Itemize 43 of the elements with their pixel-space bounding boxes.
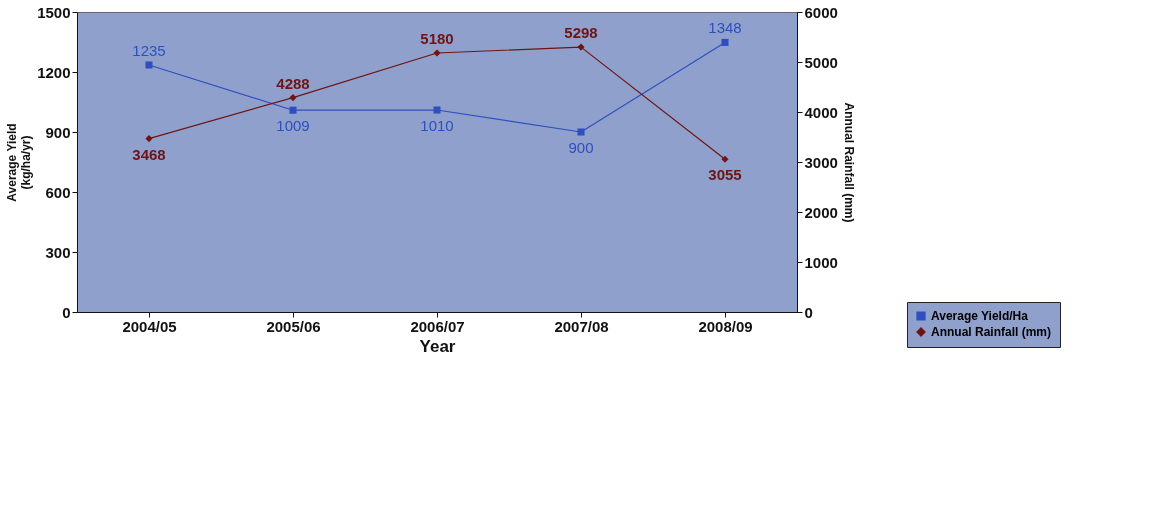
point xyxy=(145,61,153,69)
legend-label: Annual Rainfall (mm) xyxy=(931,325,1052,339)
y-tick-label: 1500 xyxy=(37,3,71,21)
y2-tick-label: 0 xyxy=(804,303,813,321)
x-tick-label: 2004/05 xyxy=(122,317,177,335)
y-tick-label: 900 xyxy=(45,123,71,141)
x-tick-label: 2006/07 xyxy=(410,317,465,335)
point xyxy=(577,128,585,136)
data-label: 900 xyxy=(568,139,594,156)
y2-tick-label: 1000 xyxy=(804,253,838,271)
data-label: 1009 xyxy=(276,117,310,135)
y-tick-label: 300 xyxy=(45,243,71,261)
data-label: 3468 xyxy=(132,145,166,163)
y-tick-label: 1200 xyxy=(37,63,71,81)
point xyxy=(577,43,585,51)
x-tick-label: 2005/06 xyxy=(266,317,321,335)
y-axis-title: Average Yield (kg/ha/yr) xyxy=(5,123,34,202)
point xyxy=(721,38,729,46)
point xyxy=(289,94,297,102)
x-tick-label: 2007/08 xyxy=(554,317,609,335)
y2-axis-title: Annual Rainfall (mm) xyxy=(841,102,856,223)
data-label: 1348 xyxy=(708,19,742,37)
point xyxy=(145,135,153,143)
y2-tick-label: 5000 xyxy=(804,53,838,71)
y2-tick-label: 3000 xyxy=(804,153,838,171)
x-axis-title: Year xyxy=(419,336,456,356)
point xyxy=(433,106,441,114)
data-label: 5180 xyxy=(420,30,454,47)
y2-tick-label: 6000 xyxy=(804,3,838,21)
data-label: 4288 xyxy=(276,74,310,92)
point xyxy=(433,49,441,57)
y-tick-label: 600 xyxy=(45,183,71,201)
point xyxy=(721,155,729,163)
point xyxy=(289,106,297,114)
data-label: 5298 xyxy=(564,24,598,42)
x-tick-label: 2008/09 xyxy=(698,317,753,335)
data-label: 1235 xyxy=(132,42,166,59)
y2-tick-label: 2000 xyxy=(804,203,838,221)
data-label: 3055 xyxy=(708,166,742,184)
data-label: 1010 xyxy=(420,117,454,134)
y2-tick-label: 4000 xyxy=(804,103,838,121)
legend-label: Average Yield/Ha xyxy=(931,309,1029,323)
y-tick-label: 0 xyxy=(62,303,71,321)
